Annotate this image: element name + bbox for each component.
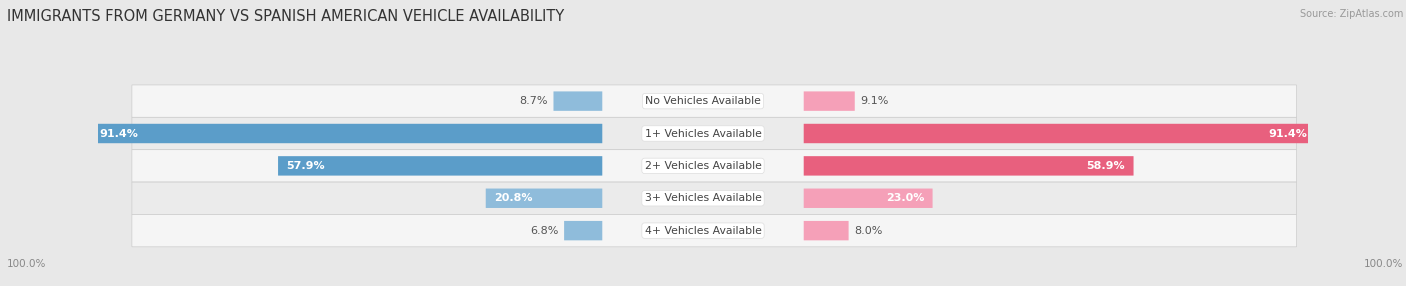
Text: 1+ Vehicles Available: 1+ Vehicles Available [644,128,762,138]
FancyBboxPatch shape [132,214,1296,247]
Text: IMMIGRANTS FROM GERMANY VS SPANISH AMERICAN VEHICLE AVAILABILITY: IMMIGRANTS FROM GERMANY VS SPANISH AMERI… [7,9,564,23]
Text: 100.0%: 100.0% [1364,259,1403,269]
FancyBboxPatch shape [132,182,1296,214]
Text: 2+ Vehicles Available: 2+ Vehicles Available [644,161,762,171]
Text: 4+ Vehicles Available: 4+ Vehicles Available [644,226,762,236]
Text: 6.8%: 6.8% [530,226,558,236]
Text: 20.8%: 20.8% [494,193,533,203]
Text: No Vehicles Available: No Vehicles Available [645,96,761,106]
Text: 8.0%: 8.0% [855,226,883,236]
FancyBboxPatch shape [804,221,849,240]
Text: 91.4%: 91.4% [98,128,138,138]
FancyBboxPatch shape [132,117,1296,150]
Text: 57.9%: 57.9% [287,161,325,171]
FancyBboxPatch shape [804,188,932,208]
FancyBboxPatch shape [554,92,602,111]
Text: Source: ZipAtlas.com: Source: ZipAtlas.com [1299,9,1403,19]
Text: 3+ Vehicles Available: 3+ Vehicles Available [644,193,762,203]
FancyBboxPatch shape [132,150,1296,182]
Text: 9.1%: 9.1% [860,96,889,106]
Text: 100.0%: 100.0% [7,259,46,269]
Text: 8.7%: 8.7% [519,96,548,106]
FancyBboxPatch shape [485,188,602,208]
Text: 91.4%: 91.4% [1268,128,1308,138]
Text: 23.0%: 23.0% [886,193,924,203]
FancyBboxPatch shape [278,156,602,176]
FancyBboxPatch shape [132,85,1296,117]
FancyBboxPatch shape [90,124,602,143]
FancyBboxPatch shape [804,124,1316,143]
FancyBboxPatch shape [804,92,855,111]
FancyBboxPatch shape [564,221,602,240]
FancyBboxPatch shape [804,156,1133,176]
Text: 58.9%: 58.9% [1087,161,1125,171]
